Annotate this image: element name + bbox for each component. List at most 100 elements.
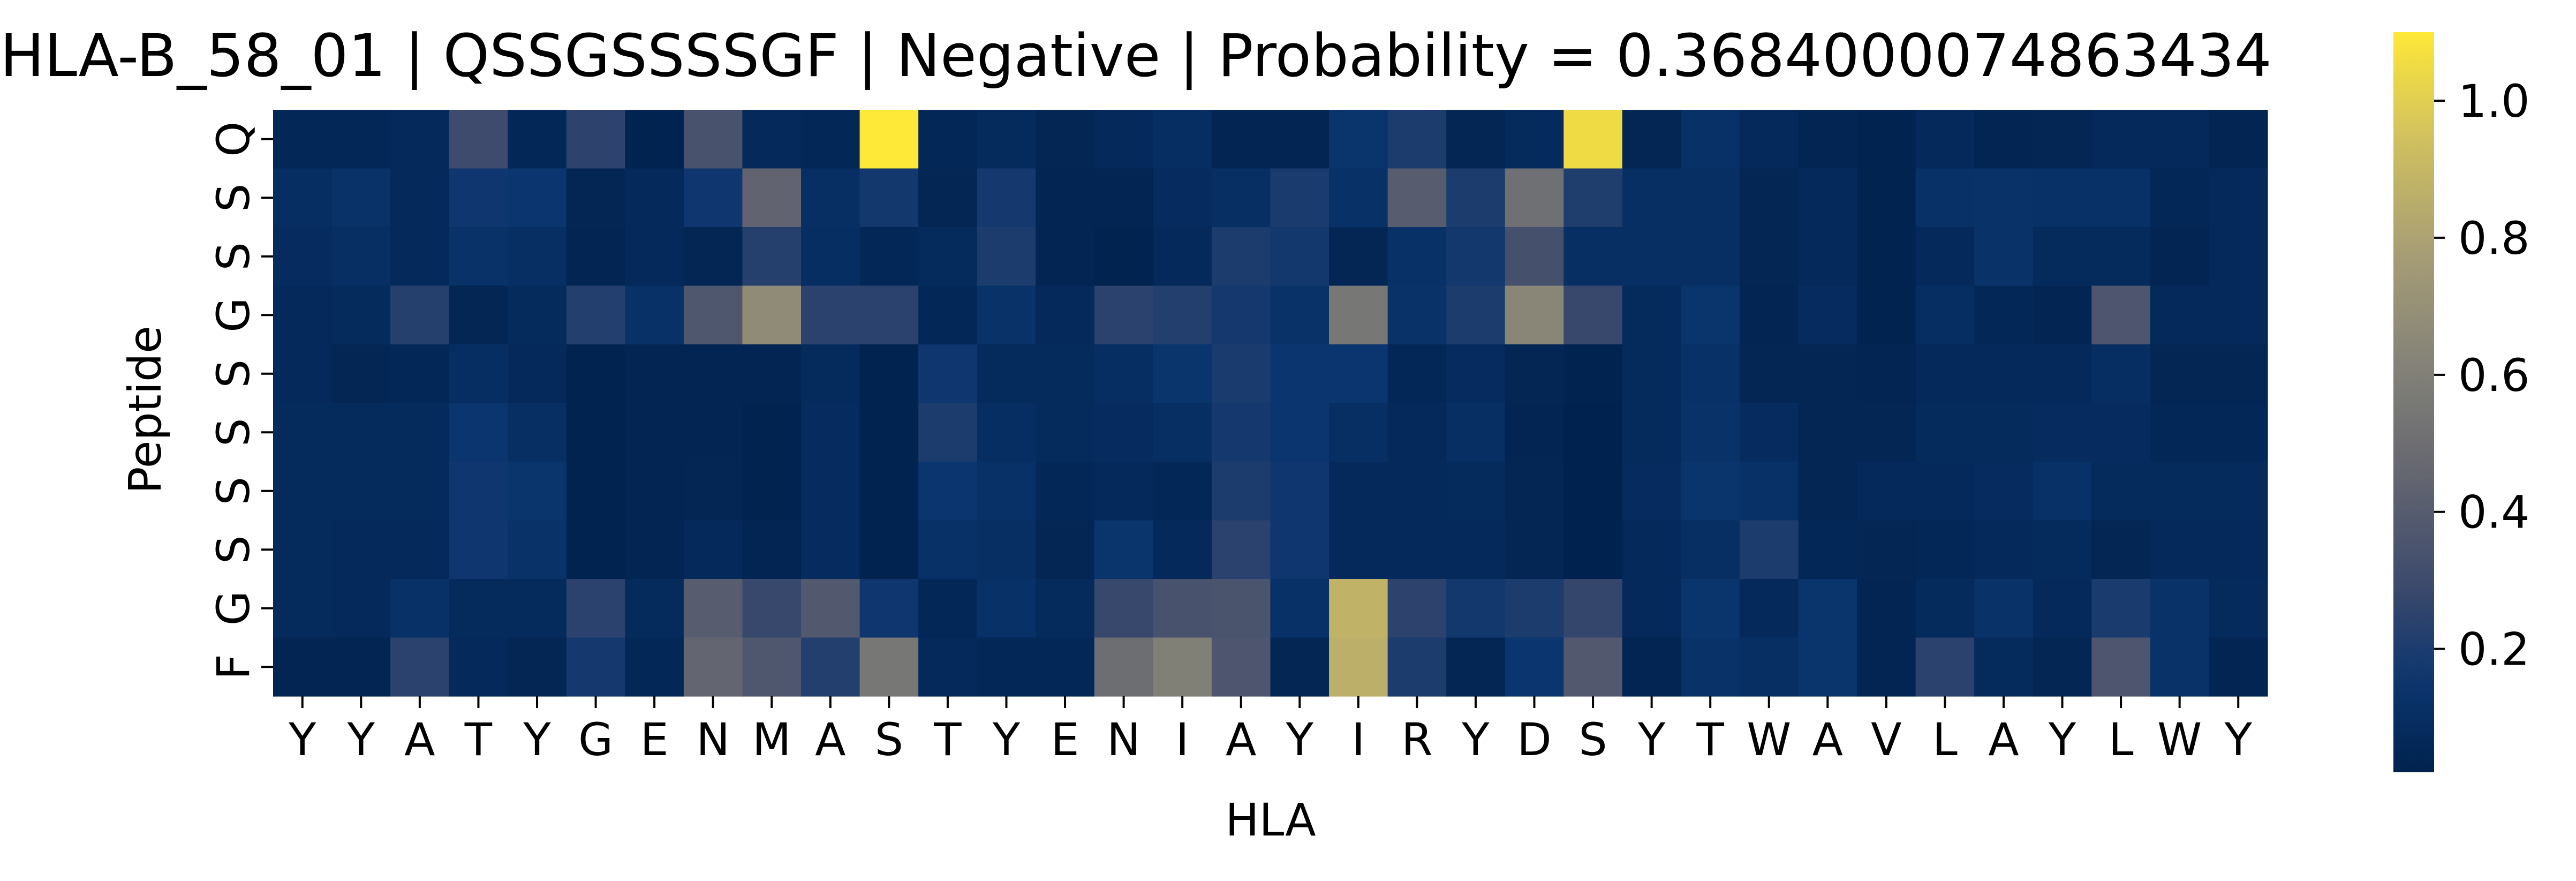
heatmap-cell xyxy=(449,462,508,521)
heatmap-cell xyxy=(1270,462,1329,521)
heatmap-cell xyxy=(2033,344,2092,404)
heatmap-cell xyxy=(1446,110,1506,169)
heatmap-cell xyxy=(683,403,743,462)
heatmap-cell xyxy=(1211,344,1271,404)
heatmap-cell xyxy=(1915,110,1975,169)
heatmap-cell xyxy=(977,579,1036,638)
heatmap-cell xyxy=(508,462,567,521)
heatmap-cell xyxy=(801,520,860,579)
heatmap-cell xyxy=(2033,462,2092,521)
heatmap-cell xyxy=(1036,285,1095,345)
heatmap-cell xyxy=(1505,285,1564,345)
heatmap-cell xyxy=(1681,344,1740,404)
heatmap-cell xyxy=(566,637,625,697)
heatmap-cell xyxy=(1915,462,1975,521)
y-axis-label: Peptide xyxy=(119,326,171,494)
x-tick-label: L xyxy=(1932,713,1958,766)
heatmap-cell xyxy=(1094,110,1153,169)
heatmap-cell xyxy=(1622,168,1682,228)
heatmap-cell xyxy=(1915,637,1975,697)
heatmap-cell xyxy=(801,285,860,345)
heatmap-cell xyxy=(1622,637,1682,697)
heatmap-cell xyxy=(2209,520,2268,579)
colorbar xyxy=(2393,32,2434,772)
heatmap-cell xyxy=(1505,403,1564,462)
heatmap-cell xyxy=(1798,110,1857,169)
heatmap-cell xyxy=(977,110,1036,169)
heatmap-cell xyxy=(508,227,567,287)
heatmap-cell xyxy=(1329,110,1388,169)
heatmap-cell xyxy=(1446,637,1506,697)
heatmap-cell xyxy=(1270,344,1329,404)
heatmap-cell xyxy=(1739,344,1799,404)
heatmap-cell xyxy=(1211,168,1271,228)
heatmap-cell xyxy=(508,520,567,579)
heatmap-cell xyxy=(1739,637,1799,697)
heatmap-cell xyxy=(1329,227,1388,287)
y-tick-label: S xyxy=(207,359,260,388)
heatmap-cell xyxy=(918,110,978,169)
heatmap-cell xyxy=(2209,344,2268,404)
heatmap-cell xyxy=(2150,168,2210,228)
heatmap-cell xyxy=(2091,462,2151,521)
heatmap-cell xyxy=(331,520,391,579)
heatmap-cell xyxy=(1857,403,1916,462)
heatmap-cell xyxy=(1563,462,1623,521)
heatmap-cell xyxy=(683,285,743,345)
heatmap-cell xyxy=(449,344,508,404)
heatmap-cell xyxy=(1974,285,2034,345)
heatmap-cell xyxy=(331,462,391,521)
heatmap-cell xyxy=(1915,227,1975,287)
heatmap-cell xyxy=(1211,520,1271,579)
heatmap-cell xyxy=(2091,403,2151,462)
heatmap-cell xyxy=(1505,227,1564,287)
heatmap-cell xyxy=(1974,462,2034,521)
heatmap-cell xyxy=(1270,403,1329,462)
heatmap-cell xyxy=(977,520,1036,579)
heatmap-cell xyxy=(683,520,743,579)
heatmap-cell xyxy=(2150,520,2210,579)
y-tick-label: S xyxy=(207,477,260,505)
heatmap-cell xyxy=(2091,168,2151,228)
heatmap-cell xyxy=(2033,110,2092,169)
heatmap-cell xyxy=(683,637,743,697)
heatmap-cell xyxy=(1446,403,1506,462)
heatmap-cell xyxy=(1270,110,1329,169)
x-tick-label: T xyxy=(464,713,493,766)
heatmap-cell xyxy=(1387,462,1447,521)
heatmap-cell xyxy=(1798,637,1857,697)
heatmap-cell xyxy=(801,403,860,462)
heatmap-cell xyxy=(566,285,625,345)
heatmap-cell xyxy=(1681,110,1740,169)
y-tick-label: G xyxy=(207,591,260,626)
heatmap-cell xyxy=(1739,285,1799,345)
heatmap-cell xyxy=(625,227,684,287)
heatmap-cell xyxy=(1974,637,2034,697)
heatmap-cell xyxy=(390,168,450,228)
heatmap-cell xyxy=(625,168,684,228)
heatmap-cell xyxy=(1739,403,1799,462)
heatmap-cell xyxy=(2209,637,2268,697)
x-tick-label: R xyxy=(1401,713,1432,766)
heatmap-cell xyxy=(1211,462,1271,521)
heatmap-cell xyxy=(742,168,802,228)
heatmap-cell xyxy=(1211,579,1271,638)
heatmap-cell xyxy=(1739,462,1799,521)
x-tick-label: I xyxy=(1176,713,1189,766)
heatmap-cell xyxy=(566,110,625,169)
heatmap-cell xyxy=(566,579,625,638)
heatmap-cell xyxy=(1094,344,1153,404)
heatmap-cell xyxy=(2091,110,2151,169)
heatmap-cell xyxy=(2033,227,2092,287)
heatmap-cell xyxy=(566,168,625,228)
heatmap-cell xyxy=(859,344,919,404)
x-tick-label: Y xyxy=(288,713,316,766)
heatmap-cell xyxy=(2091,520,2151,579)
heatmap-cell xyxy=(977,403,1036,462)
heatmap-cell xyxy=(2209,168,2268,228)
colorbar-tick-label: 0.8 xyxy=(2458,212,2530,265)
heatmap-cell xyxy=(1153,168,1212,228)
x-tick-label: M xyxy=(752,713,791,766)
x-tick-label: E xyxy=(640,713,669,766)
